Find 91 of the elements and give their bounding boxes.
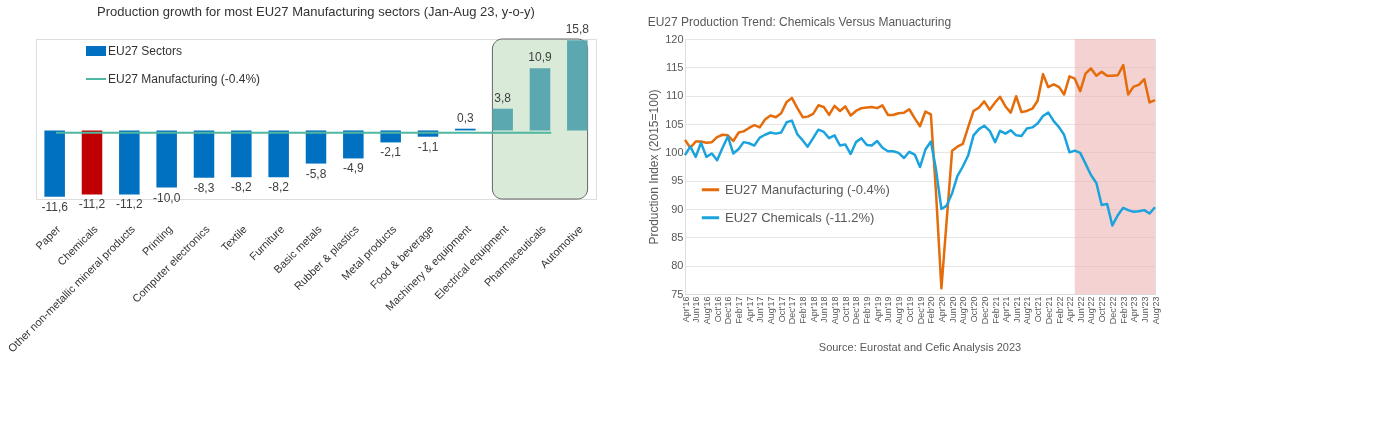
- x-tick-label: Aug'20: [958, 296, 969, 325]
- x-tick-label: Oct'22: [1097, 296, 1108, 323]
- x-tick-label: Dec'20: [979, 296, 990, 325]
- x-tick-label: Oct'16: [712, 296, 723, 323]
- x-tick-label: Feb'20: [926, 296, 937, 324]
- x-tick-label: Aug'19: [894, 296, 905, 325]
- data-label: -11,6: [41, 199, 69, 214]
- chart-title: EU27 Production Trend: Chemicals Versus Manuacturing: [647, 15, 952, 29]
- x-tick-label: Dec'16: [723, 296, 734, 325]
- y-tick-label: 75: [671, 287, 684, 300]
- y-tick-label: 105: [665, 117, 684, 130]
- y-tick-label: 110: [665, 89, 684, 102]
- bar: [305, 130, 327, 164]
- x-tick-label: Feb'17: [734, 296, 745, 324]
- source-note: Source: Eurostat and Cefic Analysis 2023: [818, 341, 1022, 353]
- x-tick-label: Dec'18: [851, 296, 862, 325]
- y-tick-label: 120: [665, 32, 684, 45]
- x-tick-label: Feb'21: [990, 296, 1001, 324]
- x-tick-label: Dec'21: [1043, 296, 1054, 325]
- y-axis-title: Production Index (2015=100): [647, 89, 662, 245]
- x-tick-label: Oct'17: [776, 296, 787, 323]
- x-tick-label: Aug'21: [1022, 296, 1033, 325]
- x-tick-label: Aug'16: [701, 296, 712, 325]
- x-tick-label: Aug'17: [765, 296, 776, 325]
- legend-label: EU27 Manufacturing (-0.4%): [725, 181, 890, 197]
- x-tick-label: Jun'19: [883, 296, 894, 323]
- data-label: 15,8: [565, 22, 590, 37]
- data-label: -11,2: [116, 197, 143, 212]
- x-tick-label: Feb'19: [862, 296, 873, 324]
- data-label: -11,2: [78, 197, 106, 212]
- x-tick-label: Apr'22: [1065, 296, 1076, 323]
- x-tick-label: Jun'21: [1011, 296, 1022, 323]
- data-label: 0,3: [456, 110, 474, 125]
- x-tick-label: Apr'21: [1000, 296, 1011, 323]
- x-tick-label: Apr'19: [872, 296, 883, 323]
- bar: [44, 130, 65, 197]
- bar: [567, 40, 588, 131]
- bar: [529, 68, 551, 131]
- x-tick-label: Feb'22: [1054, 296, 1065, 324]
- x-tick-label: Oct'20: [969, 296, 980, 323]
- x-tick-label: Aug'22: [1086, 296, 1097, 325]
- x-tick-label: Jun'16: [691, 296, 702, 323]
- x-tick-label: Jun'18: [819, 296, 830, 323]
- data-label: -8,2: [230, 180, 252, 195]
- data-label: -10,0: [152, 190, 181, 205]
- x-tick-label: Feb'18: [798, 296, 809, 324]
- x-tick-label: Aug'18: [830, 296, 841, 325]
- x-tick-label: Dec'17: [787, 296, 798, 325]
- bar: [343, 130, 364, 159]
- bar: [231, 130, 252, 178]
- x-tick-label: Jun'17: [755, 296, 766, 323]
- legend-label: EU27 Manufacturing (-0.4%): [108, 72, 261, 86]
- data-label: -2,1: [380, 145, 402, 160]
- line-series: [683, 63, 1157, 290]
- data-label: 10,9: [528, 50, 552, 65]
- y-tick-label: 100: [665, 145, 684, 158]
- y-tick-label: 90: [671, 202, 684, 215]
- y-tick-label: 115: [665, 60, 684, 73]
- x-tick-label: Jun'20: [947, 296, 958, 323]
- chart-title: Production growth for most EU27 Manufacturing sectors (Jan-Aug 23, y-o-y): [97, 4, 535, 20]
- bar: [193, 130, 215, 178]
- x-tick-label: Oct'18: [840, 296, 851, 323]
- x-tick-label: Feb'23: [1118, 296, 1129, 324]
- data-label: 3,8: [494, 90, 512, 105]
- x-tick-label: Oct'21: [1033, 296, 1044, 323]
- bar: [492, 108, 513, 131]
- data-label: -4,9: [342, 161, 364, 176]
- x-tick-label: Dec'19: [915, 296, 926, 325]
- y-tick-label: 80: [671, 259, 684, 272]
- x-tick-label: Dec'22: [1107, 296, 1118, 325]
- bar: [81, 130, 103, 195]
- x-tick-label: Apr'20: [936, 296, 947, 323]
- legend-label: EU27 Sectors: [108, 44, 183, 58]
- bar: [156, 130, 177, 188]
- x-tick-label: Apr'23: [1129, 296, 1140, 323]
- data-label: -8,2: [268, 180, 290, 195]
- data-label: -8,3: [193, 180, 215, 195]
- y-tick-label: 85: [671, 230, 684, 243]
- x-tick-label: Oct'19: [904, 296, 915, 323]
- y-tick-label: 95: [671, 174, 684, 187]
- x-tick-label: Apr'18: [808, 296, 819, 323]
- bar: [119, 130, 140, 195]
- bar: [268, 130, 289, 178]
- x-tick-label: Jun'23: [1139, 296, 1150, 323]
- data-label: -5,8: [305, 166, 327, 181]
- legend-label: EU27 Chemicals (-11.2%): [725, 209, 875, 225]
- x-tick-label: Aug'23: [1150, 296, 1161, 325]
- x-tick-label: Apr'17: [744, 296, 755, 323]
- data-label: -1,1: [417, 139, 439, 154]
- line-series: [683, 111, 1157, 227]
- x-tick-label: Jun'22: [1075, 296, 1086, 323]
